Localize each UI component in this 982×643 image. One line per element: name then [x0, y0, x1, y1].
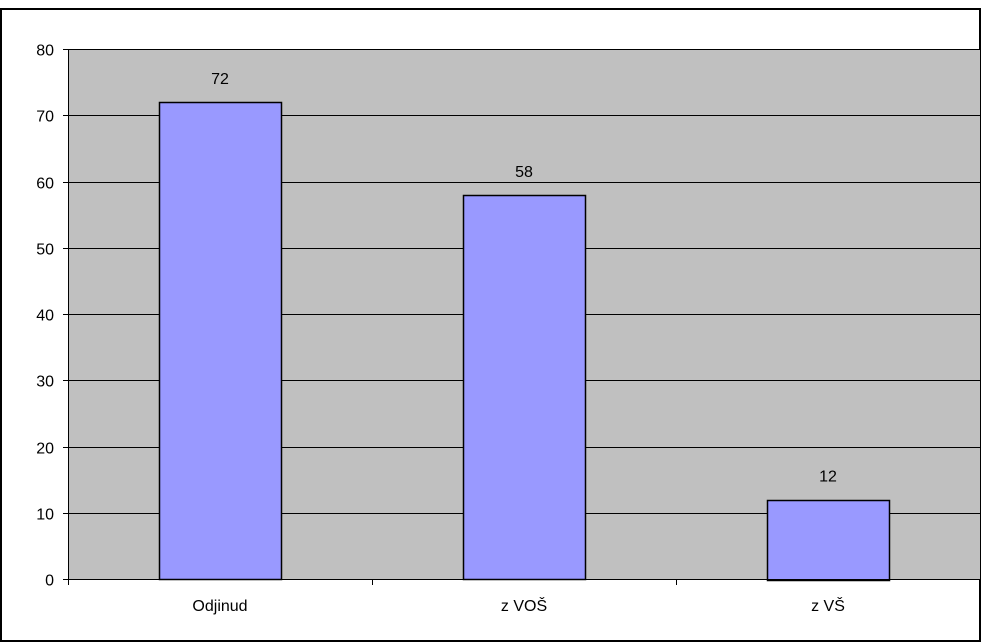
bar-0: [158, 101, 283, 581]
y-tick-label: 0: [45, 573, 54, 590]
y-tick-label: 50: [36, 242, 54, 259]
y-tick-label: 80: [36, 43, 54, 60]
y-tick-label: 20: [36, 441, 54, 458]
y-tick-label: 60: [36, 176, 54, 193]
bars: [158, 101, 891, 582]
axes: [63, 49, 981, 585]
y-tick-label: 10: [36, 507, 54, 524]
y-tick-label: 40: [36, 308, 54, 325]
y-tick-label: 70: [36, 109, 54, 126]
category-label: z VŠ: [811, 596, 845, 615]
bar-2: [766, 499, 891, 582]
data-label: 12: [819, 469, 837, 486]
bar-1: [462, 194, 587, 581]
data-label: 58: [515, 164, 533, 181]
data-label: 72: [211, 71, 229, 88]
y-tick-label: 30: [36, 374, 54, 391]
category-label: Odjinud: [192, 598, 247, 615]
labels: 72 Odjinud 58 z VOŠ 12 z VŠ 0 10 20 30 40 50 60 70 80: [36, 43, 845, 616]
category-label: z VOŠ: [501, 596, 547, 615]
